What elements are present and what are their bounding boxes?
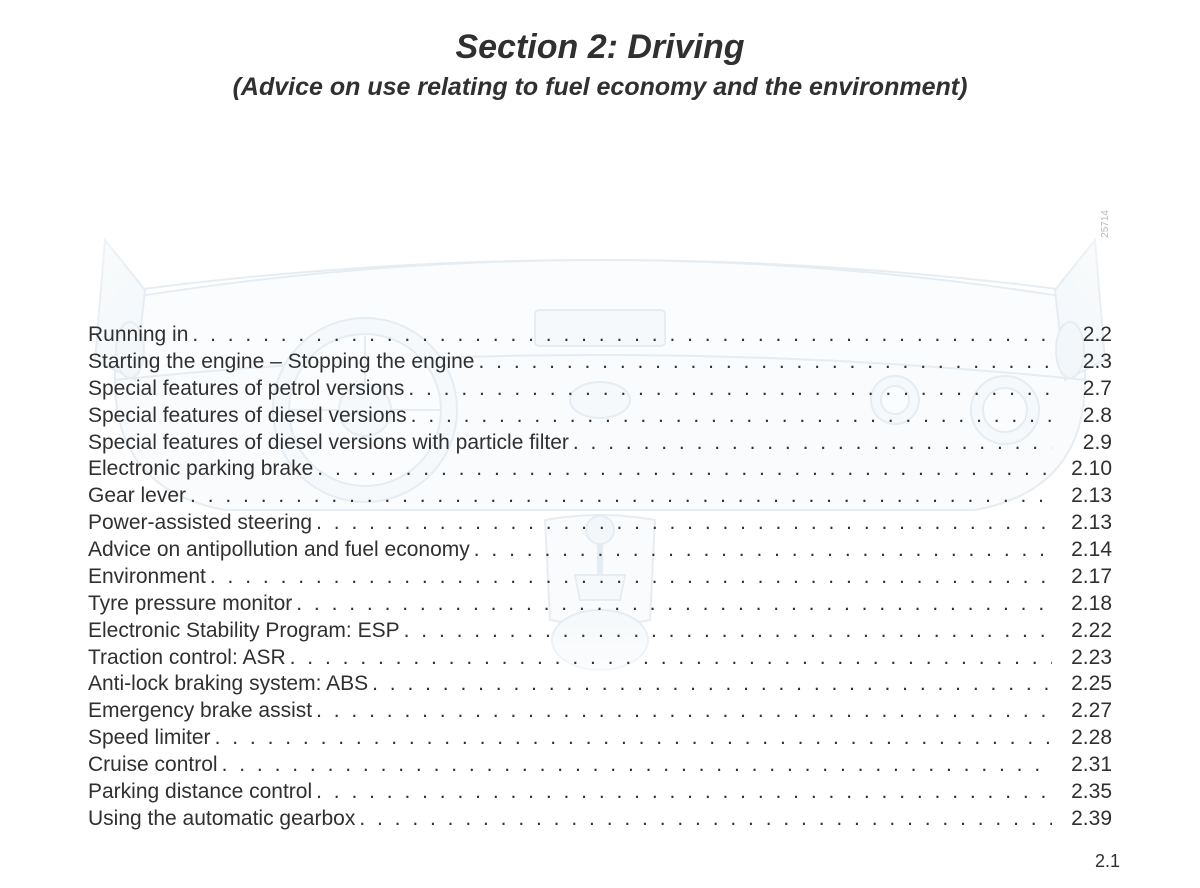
toc-entry-label: Starting the engine – Stopping the engin…	[88, 349, 474, 376]
toc-entry-label: Gear lever	[88, 483, 186, 510]
toc-row: Environment 2.17	[88, 564, 1112, 591]
toc-entry-page: 2.31	[1052, 752, 1112, 779]
toc-entry-label: Power-assisted steering	[88, 510, 312, 537]
toc-leader-dots	[313, 456, 1052, 483]
toc-entry-page: 2.23	[1052, 645, 1112, 672]
toc-entry-label: Traction control: ASR	[88, 645, 286, 672]
toc-leader-dots	[312, 698, 1052, 725]
toc-entry-label: Special features of diesel versions	[88, 403, 407, 430]
toc-leader-dots	[474, 349, 1052, 376]
page-content: Section 2: Driving (Advice on use relati…	[0, 0, 1200, 833]
toc-entry-label: Using the automatic gearbox	[88, 806, 355, 833]
toc-row: Gear lever 2.13	[88, 483, 1112, 510]
toc-leader-dots	[312, 779, 1052, 806]
toc-entry-page: 2.10	[1052, 456, 1112, 483]
toc-leader-dots	[312, 510, 1052, 537]
toc-entry-page: 2.8	[1052, 403, 1112, 430]
toc-row: Tyre pressure monitor 2.18	[88, 591, 1112, 618]
toc-leader-dots	[569, 430, 1052, 457]
toc-row: Parking distance control 2.35	[88, 779, 1112, 806]
toc-entry-page: 2.2	[1052, 322, 1112, 349]
toc-entry-label: Parking distance control	[88, 779, 312, 806]
toc-leader-dots	[292, 591, 1052, 618]
toc-row: Traction control: ASR 2.23	[88, 645, 1112, 672]
toc-entry-label: Speed limiter	[88, 725, 211, 752]
toc-leader-dots	[211, 725, 1052, 752]
toc-entry-page: 2.3	[1052, 349, 1112, 376]
toc-entry-label: Environment	[88, 564, 206, 591]
toc-entry-label: Running in	[88, 322, 188, 349]
toc-entry-page: 2.35	[1052, 779, 1112, 806]
toc-leader-dots	[206, 564, 1052, 591]
toc-entry-page: 2.9	[1052, 430, 1112, 457]
toc-leader-dots	[400, 618, 1052, 645]
toc-entry-label: Special features of diesel versions with…	[88, 430, 569, 457]
toc-leader-dots	[407, 403, 1052, 430]
toc-entry-page: 2.17	[1052, 564, 1112, 591]
toc-entry-label: Electronic parking brake	[88, 456, 313, 483]
toc-entry-label: Tyre pressure monitor	[88, 591, 292, 618]
toc-row: Speed limiter 2.28	[88, 725, 1112, 752]
toc-row: Power-assisted steering 2.13	[88, 510, 1112, 537]
toc-entry-label: Emergency brake assist	[88, 698, 312, 725]
toc-row: Using the automatic gearbox 2.39	[88, 806, 1112, 833]
toc-entry-page: 2.13	[1052, 510, 1112, 537]
toc-entry-label: Anti-lock braking system: ABS	[88, 671, 368, 698]
toc-entry-page: 2.39	[1052, 806, 1112, 833]
toc-entry-label: Special features of petrol versions	[88, 376, 404, 403]
toc-entry-page: 2.28	[1052, 725, 1112, 752]
toc-leader-dots	[355, 806, 1052, 833]
toc-row: Special features of diesel versions 2.8	[88, 403, 1112, 430]
toc-leader-dots	[404, 376, 1052, 403]
toc-entry-page: 2.18	[1052, 591, 1112, 618]
toc-leader-dots	[188, 322, 1052, 349]
toc-entry-page: 2.27	[1052, 698, 1112, 725]
toc-entry-page: 2.14	[1052, 537, 1112, 564]
toc-leader-dots	[286, 645, 1052, 672]
toc-row: Electronic parking brake 2.10	[88, 456, 1112, 483]
toc-row: Emergency brake assist 2.27	[88, 698, 1112, 725]
toc-entry-page: 2.13	[1052, 483, 1112, 510]
toc-entry-page: 2.25	[1052, 671, 1112, 698]
toc-leader-dots	[470, 537, 1052, 564]
toc-row: Cruise control 2.31	[88, 752, 1112, 779]
table-of-contents: Running in 2.2 Starting the engine – Stopp…	[80, 322, 1120, 833]
toc-entry-label: Advice on antipollution and fuel economy	[88, 537, 470, 564]
toc-entry-page: 2.7	[1052, 376, 1112, 403]
section-title: Section 2: Driving	[80, 28, 1120, 67]
toc-leader-dots	[186, 483, 1052, 510]
toc-row: Special features of diesel versions with…	[88, 430, 1112, 457]
toc-leader-dots	[368, 671, 1052, 698]
toc-leader-dots	[218, 752, 1052, 779]
toc-row: Running in 2.2	[88, 322, 1112, 349]
page-number: 2.1	[1095, 851, 1120, 872]
toc-row: Advice on antipollution and fuel economy…	[88, 537, 1112, 564]
toc-entry-label: Electronic Stability Program: ESP	[88, 618, 400, 645]
section-subtitle: (Advice on use relating to fuel economy …	[80, 73, 1120, 102]
toc-row: Special features of petrol versions 2.7	[88, 376, 1112, 403]
toc-row: Electronic Stability Program: ESP 2.22	[88, 618, 1112, 645]
toc-entry-page: 2.22	[1052, 618, 1112, 645]
toc-row: Starting the engine – Stopping the engin…	[88, 349, 1112, 376]
toc-row: Anti-lock braking system: ABS 2.25	[88, 671, 1112, 698]
toc-entry-label: Cruise control	[88, 752, 218, 779]
